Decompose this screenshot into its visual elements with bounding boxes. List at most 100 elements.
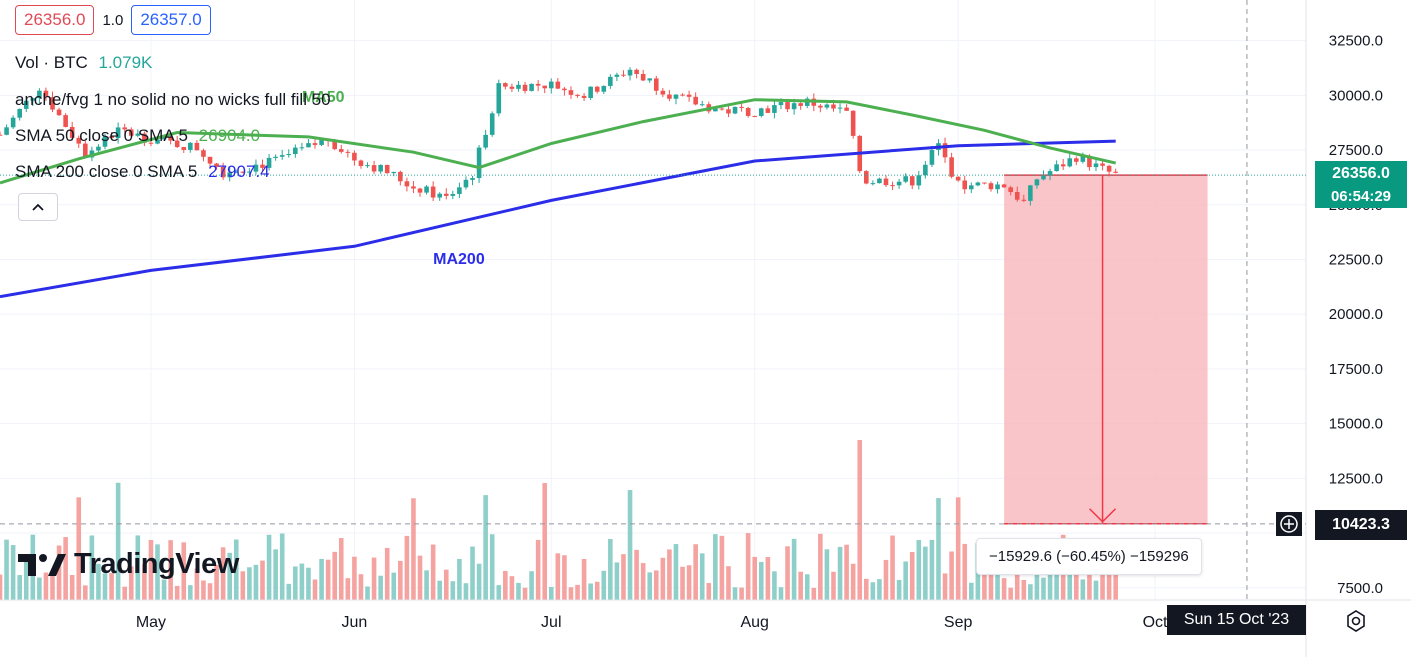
volume-bar (194, 568, 200, 600)
volume-bar (358, 574, 364, 600)
volume-bar (56, 545, 62, 600)
volume-bar (667, 549, 672, 600)
y-tick-label: 20000.0 (1329, 306, 1383, 323)
volume-bar (83, 585, 88, 600)
legend-volume[interactable]: Vol · BTC 1.079K (15, 53, 152, 73)
volume-bar (240, 571, 246, 600)
volume-bar (128, 566, 134, 600)
volume-bar (529, 571, 534, 600)
chart-settings-button[interactable] (1342, 607, 1370, 635)
legend-indicator[interactable]: anche/fvg 1 no solid no no wicks full fi… (15, 90, 331, 110)
candle-body (837, 107, 843, 109)
candle-body (1113, 171, 1118, 173)
candle-body (844, 107, 849, 111)
add-order-button[interactable] (1276, 512, 1302, 536)
volume-bar (188, 585, 193, 600)
candle-body (581, 95, 587, 98)
volume-value: 1.079K (98, 53, 153, 72)
volume-bar (227, 552, 232, 600)
candle-body (660, 90, 666, 95)
volume-bar (719, 535, 725, 600)
volume-bar (608, 539, 613, 600)
projection-box (1004, 175, 1208, 524)
volume-bar (726, 566, 731, 600)
volume-bar (1080, 579, 1086, 600)
volume-bar (844, 544, 849, 600)
candle-body (680, 94, 685, 96)
candle-body (1021, 199, 1027, 201)
volume-bar (995, 568, 1000, 600)
candle-body (968, 185, 974, 190)
volume-bar (345, 578, 351, 600)
gear-icon (1347, 610, 1365, 632)
candle-body (306, 143, 311, 148)
candle-body (319, 139, 324, 145)
candle-body (535, 83, 541, 86)
volume-bar (916, 540, 922, 600)
volume-bar (201, 580, 206, 600)
candle-body (266, 157, 272, 168)
candle-body (798, 103, 803, 106)
candle-body (424, 186, 429, 193)
sma50-line (0, 98, 1117, 185)
collapse-legend-button[interactable] (18, 193, 58, 221)
volume-bar (391, 572, 397, 600)
volume-label: Vol · BTC (15, 53, 88, 72)
volume-bar (778, 587, 784, 600)
candle-body (411, 186, 416, 189)
candle-body (1001, 184, 1007, 188)
volume-bar (1021, 579, 1027, 600)
volume-bar (962, 543, 968, 600)
legend-sma50[interactable]: SMA 50 close 0 SMA 5 26904.0 (15, 126, 260, 146)
volume-bar (640, 563, 646, 600)
projection-tool[interactable] (1004, 174, 1208, 525)
candle-body (37, 90, 42, 99)
candle-body (122, 127, 127, 130)
candle-body (614, 74, 620, 77)
chevron-up-icon (32, 203, 44, 211)
candle-body (726, 109, 731, 114)
volume-bar (161, 579, 167, 600)
volume-bar (50, 575, 55, 600)
volume-bar (588, 583, 593, 600)
volume-bar (942, 573, 948, 600)
volume-bar (791, 538, 797, 600)
candle-body (174, 140, 180, 148)
candle-body (575, 94, 580, 96)
candle-body (1087, 155, 1092, 168)
volume-bar (923, 546, 928, 600)
volume-bar (614, 562, 620, 600)
volume-bar (758, 561, 764, 600)
y-tick-label: 32500.0 (1329, 33, 1383, 50)
legend-sma200[interactable]: SMA 200 close 0 SMA 5 27907.4 (15, 162, 270, 182)
buy-price-button[interactable]: 26357.0 (131, 5, 211, 35)
volume-bar (470, 546, 475, 600)
volume-bar (765, 556, 771, 600)
volume-bar (1034, 552, 1040, 600)
candle-body (247, 171, 252, 173)
volume-bar (155, 544, 160, 600)
candle-body (1041, 175, 1046, 180)
volume-bar (247, 567, 252, 600)
candle-body (10, 117, 16, 128)
candle-body (1074, 158, 1079, 162)
volume-bar (562, 555, 567, 600)
candle-body (148, 142, 154, 144)
candle-body (739, 106, 744, 108)
candle-body (653, 78, 659, 91)
candle-body (647, 78, 653, 81)
candle-body (995, 184, 1000, 190)
candle-body (1047, 171, 1053, 176)
candle-body (588, 86, 593, 98)
candle-body (96, 146, 101, 151)
volume-bar (699, 553, 705, 600)
volume-bar (279, 533, 285, 600)
volume-bar (273, 549, 278, 600)
volume-bar (1014, 565, 1020, 600)
x-tick-label: May (136, 614, 166, 631)
sell-price-button[interactable]: 26356.0 (15, 5, 95, 35)
volume-bar (982, 553, 987, 600)
volume-bar (804, 574, 810, 600)
candle-body (903, 176, 908, 182)
